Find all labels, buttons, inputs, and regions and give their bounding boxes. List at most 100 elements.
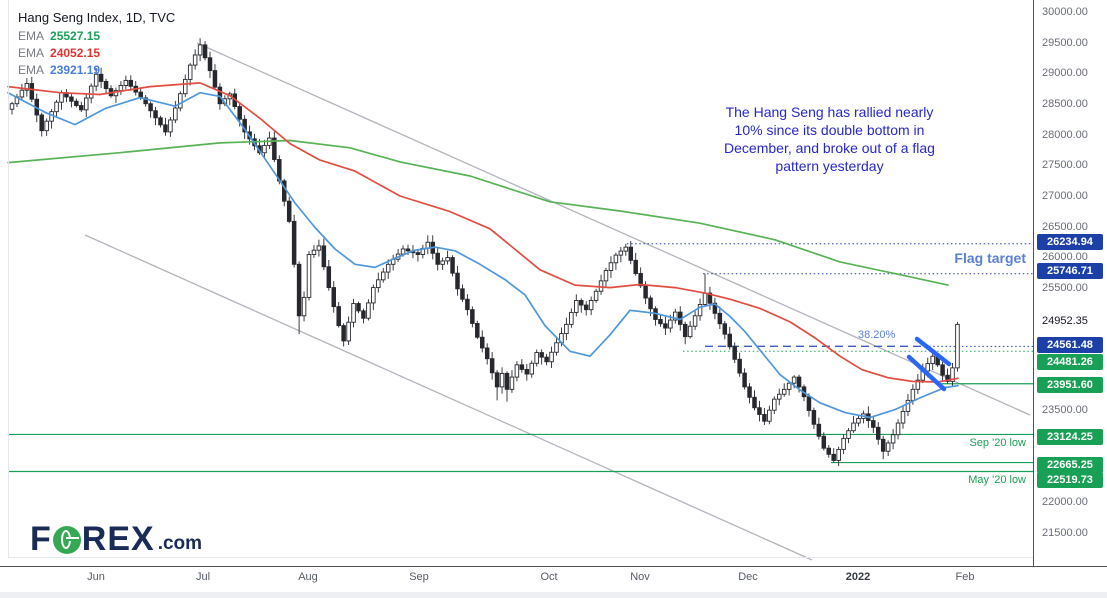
price-tick: 27500.00 xyxy=(1042,159,1088,172)
candle-body xyxy=(272,137,277,160)
ema-slow-green[interactable] xyxy=(7,139,949,286)
candle-body xyxy=(712,302,718,314)
candle-body xyxy=(484,347,490,360)
candle-body xyxy=(895,422,901,436)
candle-body xyxy=(182,78,188,95)
candle-body xyxy=(574,300,579,313)
candle-body xyxy=(781,388,787,395)
candle-body xyxy=(856,418,861,424)
candle-body xyxy=(356,303,361,312)
indicator-value: 25527.15 xyxy=(50,29,101,43)
candle-body xyxy=(321,245,327,268)
price-tick: 29000.00 xyxy=(1042,67,1088,80)
candle-body xyxy=(742,372,747,388)
flag-pattern-line-1[interactable] xyxy=(906,354,947,392)
candle-body xyxy=(445,257,450,262)
candle-body xyxy=(767,409,772,422)
annotation-line: The Hang Seng has rallied nearly xyxy=(725,104,934,120)
candle-body xyxy=(69,96,74,102)
candle-body xyxy=(381,271,386,281)
candle-body xyxy=(212,70,218,88)
time-tick-feb: Feb xyxy=(955,571,975,583)
price-level-badge: 25746.71 xyxy=(1037,263,1103,279)
price-tick: 30000.00 xyxy=(1042,6,1088,18)
time-tick-sep: Sep xyxy=(409,571,429,583)
candle-body xyxy=(623,246,629,252)
candle-body xyxy=(791,376,797,384)
candle-body xyxy=(885,442,891,452)
candle-body xyxy=(955,323,960,369)
candle-body xyxy=(628,246,634,261)
candle-body xyxy=(905,399,911,412)
candle-body xyxy=(489,358,495,374)
candle-body xyxy=(549,351,554,363)
price-tick: 26500.00 xyxy=(1042,220,1088,233)
channel-trendline-0[interactable] xyxy=(84,234,813,561)
ema-fast-blue[interactable] xyxy=(7,91,959,419)
indicator-legend: EMA 25527.15 EMA 24052.15 EMA 23921.19 xyxy=(18,29,175,77)
candle-body xyxy=(777,393,782,400)
plot-left-border xyxy=(8,0,9,557)
flag-pattern-line-0[interactable] xyxy=(914,336,952,367)
time-axis-separator xyxy=(0,566,1107,567)
candle-body xyxy=(851,422,856,432)
candle-body xyxy=(950,367,955,382)
may20-low-label[interactable]: May '20 low xyxy=(968,474,1026,486)
candle-body xyxy=(83,97,89,111)
candle-body xyxy=(118,85,124,92)
indicator-row-ema-0[interactable]: EMA 25527.15 xyxy=(18,29,175,43)
time-tick-nov: Nov xyxy=(630,571,650,583)
channel-trendline-1[interactable] xyxy=(196,42,1031,416)
candle-body xyxy=(608,262,614,271)
candle-body xyxy=(603,269,609,282)
time-axis[interactable]: Jun Jul Aug Sep Oct Nov Dec 2022 Feb xyxy=(0,566,1107,592)
candle-body xyxy=(143,97,148,105)
annotation-line: December, and broke out of a flag xyxy=(724,140,935,156)
price-axis[interactable]: 30000.00 29500.00 29000.00 28500.00 28000.00… xyxy=(1033,0,1107,566)
symbol-title[interactable]: Hang Seng Index, 1D, TVC xyxy=(18,10,176,25)
candle-body xyxy=(697,303,703,317)
price-tick: 26000.00 xyxy=(1042,251,1088,264)
fib-38-label[interactable]: 38.20% xyxy=(858,329,896,341)
candle-body xyxy=(296,263,302,317)
candle-body xyxy=(663,323,668,329)
candle-body xyxy=(19,89,25,98)
candle-body xyxy=(821,435,827,449)
candle-body xyxy=(465,298,470,311)
indicator-value: 24052.15 xyxy=(50,46,101,60)
ema-mid-red[interactable] xyxy=(7,82,959,383)
sep20-low-label[interactable]: Sep '20 low xyxy=(969,437,1026,449)
flag-target-label[interactable]: Flag target xyxy=(954,250,1026,266)
candle-body xyxy=(583,304,589,311)
candle-body xyxy=(192,54,198,66)
price-level-badge: 22519.73 xyxy=(1037,472,1103,488)
candle-body xyxy=(811,410,817,425)
annotation-line: 10% since its double bottom in xyxy=(734,122,925,138)
candle-body xyxy=(207,57,213,72)
time-tick-oct: Oct xyxy=(540,571,558,583)
candle-body xyxy=(326,266,332,289)
window-bottom-edge xyxy=(0,592,1107,598)
price-tick: 25500.00 xyxy=(1042,281,1088,294)
candle-body xyxy=(494,372,500,388)
logo-letter-f: F xyxy=(30,520,52,558)
candle-body xyxy=(168,119,173,133)
candle-body xyxy=(930,355,935,365)
indicator-row-ema-2[interactable]: EMA 23921.19 xyxy=(18,63,175,77)
indicator-row-ema-1[interactable]: EMA 24052.15 xyxy=(18,46,175,60)
indicator-label: EMA xyxy=(18,29,45,43)
candle-body xyxy=(816,423,822,437)
candle-body xyxy=(460,288,465,300)
candle-body xyxy=(286,200,292,222)
candle-body xyxy=(757,407,762,415)
candle-body xyxy=(539,352,544,358)
candle-body xyxy=(187,64,193,80)
price-level-badge: 24481.26 xyxy=(1037,354,1103,370)
candle-body xyxy=(123,79,129,86)
candle-body xyxy=(786,382,792,390)
candle-body xyxy=(569,311,574,325)
candle-body xyxy=(940,364,945,376)
candle-body xyxy=(519,364,525,370)
